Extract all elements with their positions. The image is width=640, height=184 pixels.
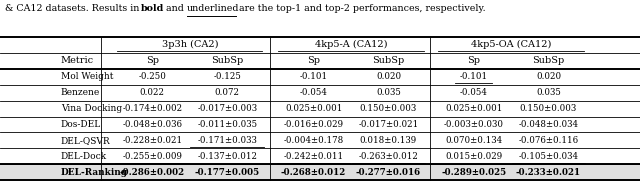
- Text: -0.255±0.009: -0.255±0.009: [122, 152, 182, 161]
- Text: -0.250: -0.250: [138, 72, 166, 81]
- Text: -0.228±0.021: -0.228±0.021: [122, 136, 182, 145]
- Text: -0.054: -0.054: [300, 88, 328, 97]
- Text: underlined: underlined: [187, 4, 239, 13]
- Text: & CA12 datasets. Results in: & CA12 datasets. Results in: [5, 4, 143, 13]
- Text: -0.174±0.002: -0.174±0.002: [122, 104, 182, 113]
- Text: 0.025±0.001: 0.025±0.001: [285, 104, 342, 113]
- Text: -0.289±0.025: -0.289±0.025: [441, 168, 506, 177]
- Text: 0.035: 0.035: [376, 88, 401, 97]
- Text: -0.048±0.034: -0.048±0.034: [518, 120, 579, 129]
- Text: Metric: Metric: [61, 56, 94, 65]
- Text: Vina Docking: Vina Docking: [61, 104, 122, 113]
- Text: -0.017±0.003: -0.017±0.003: [197, 104, 257, 113]
- Text: -0.171±0.033: -0.171±0.033: [197, 136, 257, 145]
- Text: 0.022: 0.022: [140, 88, 165, 97]
- Text: -0.054: -0.054: [460, 88, 488, 97]
- Text: -0.004±0.178: -0.004±0.178: [284, 136, 344, 145]
- Text: Benzene: Benzene: [61, 88, 100, 97]
- Text: 0.150±0.003: 0.150±0.003: [360, 104, 417, 113]
- Text: Sp: Sp: [307, 56, 320, 65]
- Text: DEL-Dock: DEL-Dock: [61, 152, 107, 161]
- Text: -0.177±0.005: -0.177±0.005: [195, 168, 260, 177]
- Text: -0.101: -0.101: [460, 72, 488, 81]
- Text: -0.105±0.034: -0.105±0.034: [518, 152, 579, 161]
- Text: -0.277±0.016: -0.277±0.016: [356, 168, 421, 177]
- Text: -0.011±0.035: -0.011±0.035: [197, 120, 257, 129]
- Text: are the top-1 and top-2 performances, respectively.: are the top-1 and top-2 performances, re…: [236, 4, 485, 13]
- Text: -0.101: -0.101: [300, 72, 328, 81]
- Text: DEL-Ranking: DEL-Ranking: [61, 168, 128, 177]
- Text: 0.035: 0.035: [536, 88, 561, 97]
- Text: DEL-QSVR: DEL-QSVR: [61, 136, 111, 145]
- Text: -0.286±0.002: -0.286±0.002: [120, 168, 185, 177]
- Text: 4kp5-OA (CA12): 4kp5-OA (CA12): [471, 40, 551, 49]
- Text: -0.016±0.029: -0.016±0.029: [284, 120, 344, 129]
- Text: -0.268±0.012: -0.268±0.012: [281, 168, 346, 177]
- Text: SubSp: SubSp: [372, 56, 404, 65]
- Text: -0.125: -0.125: [213, 72, 241, 81]
- Text: 0.150±0.003: 0.150±0.003: [520, 104, 577, 113]
- Text: 0.070±0.134: 0.070±0.134: [445, 136, 502, 145]
- Text: Dos-DEL: Dos-DEL: [61, 120, 101, 129]
- Text: and: and: [163, 4, 186, 13]
- Text: 0.018±0.139: 0.018±0.139: [360, 136, 417, 145]
- Text: 0.025±0.001: 0.025±0.001: [445, 104, 502, 113]
- Text: 4kp5-A (CA12): 4kp5-A (CA12): [315, 40, 387, 49]
- Text: -0.003±0.030: -0.003±0.030: [444, 120, 504, 129]
- Text: SubSp: SubSp: [211, 56, 243, 65]
- Text: 3p3h (CA2): 3p3h (CA2): [161, 40, 218, 49]
- Text: -0.048±0.036: -0.048±0.036: [122, 120, 182, 129]
- Text: Sp: Sp: [467, 56, 480, 65]
- Text: 0.020: 0.020: [536, 72, 561, 81]
- Text: -0.076±0.116: -0.076±0.116: [518, 136, 579, 145]
- Bar: [0, 164, 640, 180]
- Text: -0.263±0.012: -0.263±0.012: [358, 152, 419, 161]
- Text: -0.233±0.021: -0.233±0.021: [516, 168, 581, 177]
- Text: -0.137±0.012: -0.137±0.012: [197, 152, 257, 161]
- Text: 0.015±0.029: 0.015±0.029: [445, 152, 502, 161]
- Text: -0.242±0.011: -0.242±0.011: [284, 152, 344, 161]
- Text: bold: bold: [141, 4, 164, 13]
- Text: 0.020: 0.020: [376, 72, 401, 81]
- Text: Mol Weight: Mol Weight: [61, 72, 113, 81]
- Text: Sp: Sp: [146, 56, 159, 65]
- Text: 0.072: 0.072: [214, 88, 240, 97]
- Text: SubSp: SubSp: [532, 56, 564, 65]
- Text: -0.017±0.021: -0.017±0.021: [358, 120, 419, 129]
